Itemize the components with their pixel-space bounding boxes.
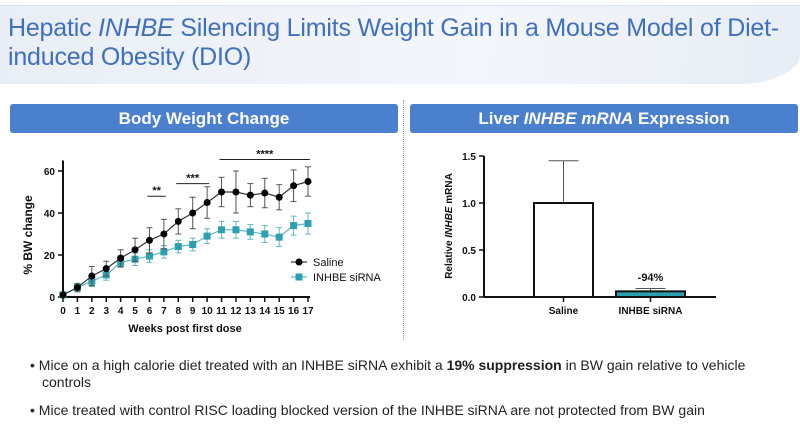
title-text: Hepatic [8,14,99,42]
y-tick-label: 1.0 [462,199,476,210]
data-point [189,209,197,217]
data-point [218,226,226,234]
x-tick-label: 4 [118,306,124,317]
bullet-text: Mice treated with control RISC loading b… [38,402,705,418]
legend-marker [295,273,303,281]
significance-label: ** [152,185,161,197]
y-axis-label: % BW change [21,195,35,275]
data-point [232,188,240,196]
title-band [0,5,800,84]
bar-annotation: -94% [638,272,664,284]
significance-label: *** [186,173,200,185]
title-gene: INHBE [98,14,174,42]
panel-divider [403,100,404,340]
bullet-bold: 19% suppression [446,357,562,373]
legend-marker [295,258,303,266]
bullet-1: • Mice on a high calorie diet treated wi… [30,357,746,390]
x-axis-label: Weeks post first dose [128,323,242,335]
x-tick-label: 2 [89,306,95,317]
y-tick-label: 60 [44,167,56,178]
data-point [88,272,96,280]
x-tick-label: 9 [190,306,196,317]
header-liver-expression: Liver INHBE mRNA Expression [410,104,798,133]
header-label: Body Weight Change [118,109,290,128]
y-tick-label: 0.5 [462,246,476,257]
data-point [304,220,312,227]
x-tick-label: Saline [549,306,579,317]
bullet-text: Mice on a high calorie diet treated with… [38,357,447,373]
data-point [246,228,254,236]
x-tick-label: 17 [302,306,314,317]
bullet-list: • Mice on a high calorie diet treated wi… [30,357,790,430]
data-point [174,217,182,225]
data-point [59,291,67,299]
x-tick-label: 1 [75,306,81,317]
data-point [102,265,110,273]
x-tick-label: 16 [288,306,300,317]
y-tick-label: 20 [44,251,56,262]
data-point [73,284,81,292]
title-text-rest: Silencing Limits Weight Gain in a Mouse … [8,14,780,71]
data-point [275,193,283,201]
header-label: Liver [478,109,524,128]
data-point [160,248,168,256]
bar [615,290,686,298]
data-point [131,246,139,254]
data-point [189,241,197,248]
header-label-end: Expression [633,109,730,128]
x-tick-label: 13 [245,306,257,317]
data-point [261,230,269,238]
y-axis-label-part: Relative [444,238,455,279]
significance-label: **** [256,148,274,160]
y-axis-label: Relative INHBE mRNA [444,173,455,279]
bullet-text-end: in BW gain relative to vehicle controls [42,357,746,390]
legend-label: INHBE siRNA [313,272,382,284]
x-tick-label: 14 [259,306,271,317]
x-tick-label: INHBE siRNA [619,306,683,317]
y-tick-label: 0.0 [462,293,476,304]
x-tick-label: 11 [216,306,227,317]
x-tick-label: 6 [147,306,153,317]
data-point [304,178,312,185]
data-point [174,243,182,251]
legend-label: Saline [313,257,344,269]
data-point [246,191,254,199]
x-tick-label: 0 [60,306,66,317]
bullet-2: • Mice treated with control RISC loading… [30,402,705,418]
data-point [232,226,240,234]
series-line [62,222,309,296]
data-point [160,230,168,238]
x-tick-label: 8 [176,306,182,317]
data-point [261,189,269,197]
header-label-italic: INHBE mRNA [523,109,634,128]
header-body-weight: Body Weight Change [10,104,398,133]
y-axis-label-part: mRNA [444,173,455,206]
slide-title: Hepatic INHBE Silencing Limits Weight Ga… [8,14,793,72]
x-tick-label: 7 [161,306,167,317]
data-point [145,236,153,244]
data-point [290,182,298,190]
data-point [275,233,283,241]
x-tick-label: 3 [103,306,109,317]
y-tick-label: 0 [49,293,55,304]
data-point [203,232,211,240]
y-axis-label-part: INHBE [444,206,455,237]
data-point [218,188,226,196]
data-point [117,254,125,262]
x-tick-label: 12 [230,306,242,317]
data-point [145,252,153,260]
y-tick-label: 1.5 [462,152,476,163]
bar [533,202,594,298]
y-tick-label: 40 [44,209,56,220]
x-tick-label: 15 [274,306,286,317]
data-point [290,222,298,230]
x-tick-label: 10 [202,306,214,317]
data-point [203,199,211,206]
x-tick-label: 5 [132,306,138,317]
